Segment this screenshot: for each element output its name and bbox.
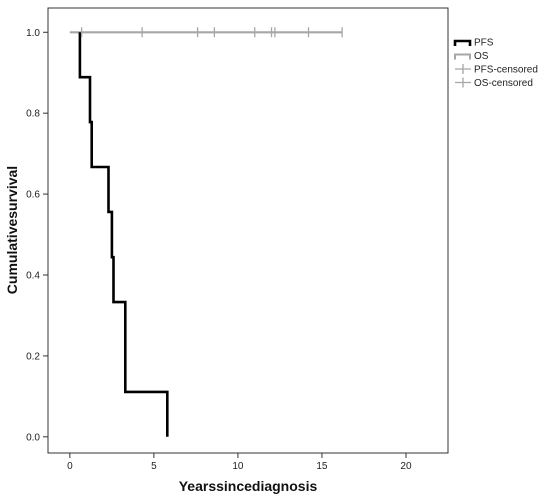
y-axis: 0.0 0.2 0.4 0.6 0.8 1.0 xyxy=(26,28,48,443)
legend-swatch-os xyxy=(454,53,471,60)
legend-swatch-pfs-censored xyxy=(455,64,471,74)
x-tick-label: 20 xyxy=(400,461,412,472)
series-line-pfs xyxy=(78,32,169,437)
legend-label: OS-censored xyxy=(474,78,533,89)
x-axis: 0 5 10 15 20 xyxy=(67,453,412,472)
x-axis-title: Yearssincediagnosis xyxy=(179,478,318,494)
legend-label: OS xyxy=(474,51,489,62)
legend-swatch-os-censored xyxy=(455,77,471,88)
series-layer xyxy=(69,31,343,437)
y-tick-label: 0.8 xyxy=(26,109,40,120)
y-tick-label: 0.0 xyxy=(26,432,40,443)
y-axis-title: Cumulativesurvival xyxy=(4,166,20,294)
censor-layer xyxy=(80,27,343,38)
plot-frame xyxy=(47,7,449,454)
x-tick-label: 10 xyxy=(232,461,244,472)
legend-label: PFS-censored xyxy=(474,65,538,76)
y-tick-label: 1.0 xyxy=(26,28,40,39)
x-tick-label: 5 xyxy=(151,461,157,472)
y-tick-label: 0.4 xyxy=(26,271,40,282)
legend-swatch-pfs xyxy=(453,39,472,46)
x-tick-label: 0 xyxy=(67,461,73,472)
legend: PFS OS PFS-censored OS-censored xyxy=(453,38,538,89)
legend-label: PFS xyxy=(474,38,494,49)
y-tick-label: 0.2 xyxy=(26,351,40,362)
y-tick-label: 0.6 xyxy=(26,190,40,201)
x-tick-label: 15 xyxy=(316,461,328,472)
